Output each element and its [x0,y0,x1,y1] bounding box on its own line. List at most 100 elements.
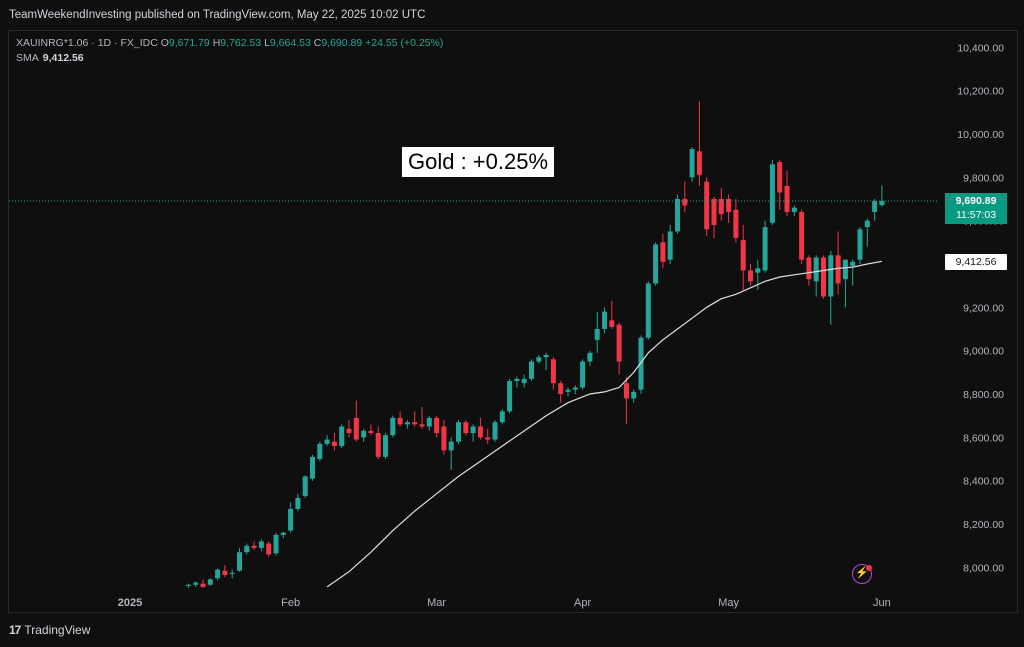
candle [653,242,659,286]
candle-body [507,381,513,412]
candle [536,355,542,364]
candle [346,420,352,438]
candle [565,387,571,397]
y-tick-label: 8,200.00 [963,519,1004,531]
candle-body [791,207,797,212]
chart-legend: XAUINRG*1.06 · 1D · FX_IDC O9,671.79 H9,… [16,36,443,66]
candle [207,578,213,586]
candle-body [769,164,775,223]
candle [638,335,644,395]
candle-body [412,422,418,425]
candle [835,231,841,295]
candle [237,547,242,572]
candle [704,177,710,236]
candle [383,433,388,460]
sma-value: 9,412.56 [42,52,84,64]
candle-body [426,417,432,427]
candle-body [368,430,374,434]
candle [850,259,856,286]
candle-body [521,378,527,384]
candle [872,198,878,221]
candle [273,532,279,556]
candle-body [390,417,396,436]
candle-body [463,422,469,434]
candle [711,196,717,238]
candle-body [339,426,345,447]
candle-body [806,257,812,280]
candle-body [419,424,425,427]
candle-body [536,357,542,362]
candle [324,435,330,447]
countdown-value: 11:57:03 [955,209,997,221]
publisher-line: TeamWeekendInvesting published on Tradin… [9,9,426,21]
candle [390,415,396,438]
y-tick-label: 9,000.00 [963,346,1004,358]
candle [448,437,454,470]
candle [521,374,527,388]
candle-body [580,361,586,388]
candle [492,420,498,442]
candle [200,579,206,588]
candle [550,357,556,390]
candle-body [718,198,724,215]
candle [470,424,476,442]
y-tick-label: 8,800.00 [963,389,1004,401]
symbol-label[interactable]: XAUINRG*1.06 · 1D · FX_IDC [16,37,158,49]
candle [587,350,593,366]
candle-body [295,498,301,509]
candle-body [675,198,680,232]
candle [375,426,381,460]
candle-body [222,570,228,575]
last-price-tag: 9,690.89 11:57:03 [945,193,1007,224]
candle [280,531,286,539]
candle [353,400,359,442]
candle-body [361,430,367,438]
candle-body [273,534,279,554]
candle-body [288,508,294,531]
candle-body [631,391,637,399]
lightning-icon[interactable]: ⚡ [852,564,872,584]
candle-body [237,552,242,571]
candle-body [499,411,505,423]
candle [748,263,753,286]
candle [806,255,812,286]
candle [828,250,834,325]
candle [456,420,461,444]
tradingview-footer[interactable]: 17 TradingView [9,620,90,640]
ohlc-row: XAUINRG*1.06 · 1D · FX_IDC O9,671.79 H9,… [16,37,444,49]
candle-body [550,359,556,384]
x-tick-label: Feb [281,597,300,609]
candle [368,424,374,436]
candle [295,493,301,512]
candle-body [477,426,483,438]
candle [813,255,819,297]
candle [791,205,797,217]
candle-body [324,439,330,444]
candle-body [740,240,746,271]
candle [864,218,870,247]
candle [222,565,228,578]
sma-label[interactable]: SMA [16,52,39,64]
candle-body [456,422,461,442]
candle [507,378,513,414]
candle-body [448,441,454,451]
candle [361,428,367,442]
candle [696,101,702,186]
candle-body [441,426,447,451]
candle [412,411,418,427]
x-tick-label: May [718,597,739,609]
candle-body [799,211,805,260]
candle-body [397,417,403,425]
candle-body [317,443,323,460]
candle [821,255,826,299]
candle [667,224,673,264]
change-value: +24.55 (+0.25%) [365,37,444,49]
candle-body [696,151,702,176]
candle-body [813,257,819,282]
sma-price-tag: 9,412.56 [945,254,1007,270]
candle [602,307,607,334]
gold-annotation[interactable]: Gold : +0.25% [402,147,555,177]
open-value: 9,671.79 [168,37,210,49]
candle-body [572,387,578,390]
